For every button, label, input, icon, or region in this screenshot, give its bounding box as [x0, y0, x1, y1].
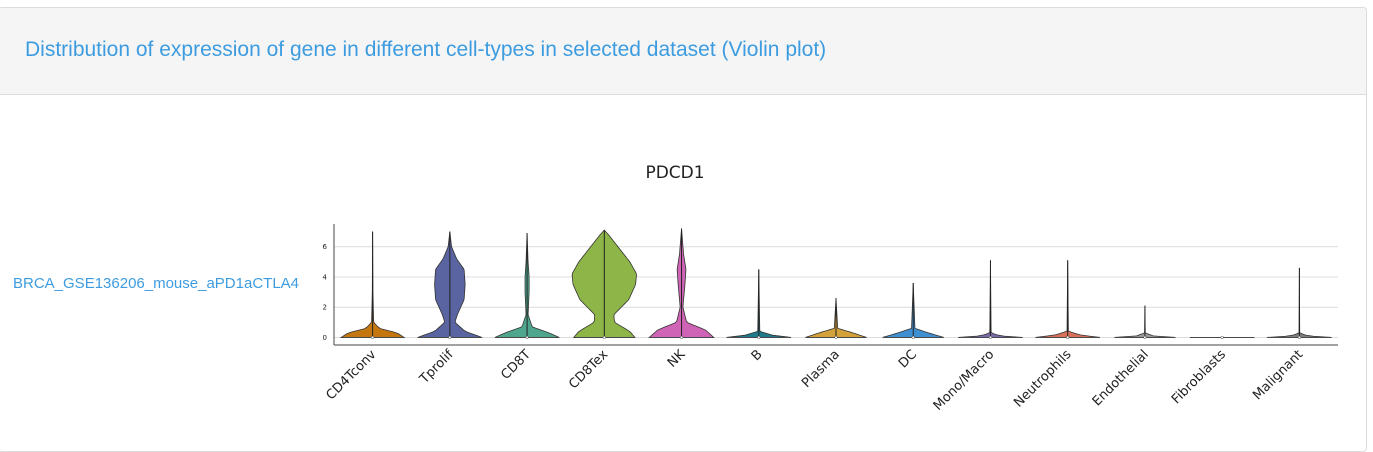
x-tick-label-mono-macro: Mono/Macro	[931, 347, 998, 414]
violin-cd4tconv	[339, 231, 406, 339]
violin-malignant	[1267, 267, 1332, 339]
dataset-label[interactable]: BRCA_GSE136206_mouse_aPD1aCTLA4	[13, 275, 300, 292]
x-tick-label-cd4tconv: CD4Tconv	[323, 347, 379, 403]
x-tick-label-b: B	[749, 347, 766, 364]
panel-heading: Distribution of expression of gene in di…	[0, 8, 1366, 95]
x-tick-label-plasma: Plasma	[799, 347, 843, 391]
chart-title: PDCD1	[645, 163, 704, 183]
violin-median-nk	[680, 335, 684, 339]
y-tick-label-6: 6	[323, 243, 328, 251]
x-tick-label-dc: DC	[896, 347, 920, 371]
violin-layer	[339, 228, 1332, 339]
x-tick-label-nk: NK	[665, 347, 689, 371]
violin-median-fibroblasts	[1220, 335, 1224, 339]
violin-median-neutrophils	[1066, 335, 1070, 339]
violin-b	[726, 269, 792, 339]
axis-layer: 0 2 4 6	[323, 224, 1338, 346]
violin-cd8tex	[571, 229, 637, 339]
panel-title: Distribution of expression of gene in di…	[25, 38, 827, 61]
violin-median-b	[757, 335, 761, 339]
violin-fibroblasts	[1189, 335, 1255, 339]
violin-endothelial	[1114, 305, 1176, 339]
x-tick-labels: CD4Tconv Tprolif CD8T CD8Tex NK B Plasma DC Mono…	[323, 347, 1306, 414]
x-tick-label-fibroblasts: Fibroblasts	[1169, 347, 1229, 407]
x-tick-label-tprolif: Tprolif	[416, 347, 457, 388]
violin-median-mono-macro	[988, 335, 992, 339]
violin-nk	[648, 228, 715, 339]
violin-median-endothelial	[1143, 335, 1147, 339]
violin-cd8t	[494, 233, 560, 339]
violin-panel: Distribution of expression of gene in di…	[0, 7, 1367, 452]
violin-median-tprolif	[448, 335, 452, 339]
x-tick-label-cd8t: CD8T	[498, 347, 534, 383]
violin-median-cd8tex	[602, 335, 606, 339]
x-tick-label-cd8tex: CD8Tex	[566, 347, 611, 392]
violin-neutrophils	[1035, 260, 1101, 339]
x-tick-label-malignant: Malignant	[1250, 347, 1306, 403]
y-tick-label-2: 2	[323, 304, 327, 312]
x-tick-label-neutrophils: Neutrophils	[1011, 347, 1074, 410]
x-tick-label-endothelial: Endothelial	[1090, 347, 1152, 409]
violin-median-cd8t	[525, 335, 529, 339]
violin-plasma	[805, 298, 867, 339]
violin-median-plasma	[834, 335, 838, 339]
violin-median-dc	[911, 335, 915, 339]
violin-median-cd4tconv	[371, 335, 375, 339]
violin-tprolif	[417, 231, 483, 339]
violin-mono-macro	[958, 260, 1023, 339]
y-tick-label-0: 0	[323, 334, 327, 342]
violin-dc	[882, 282, 944, 339]
violin-median-malignant	[1297, 335, 1301, 339]
y-tick-label-4: 4	[323, 273, 328, 281]
